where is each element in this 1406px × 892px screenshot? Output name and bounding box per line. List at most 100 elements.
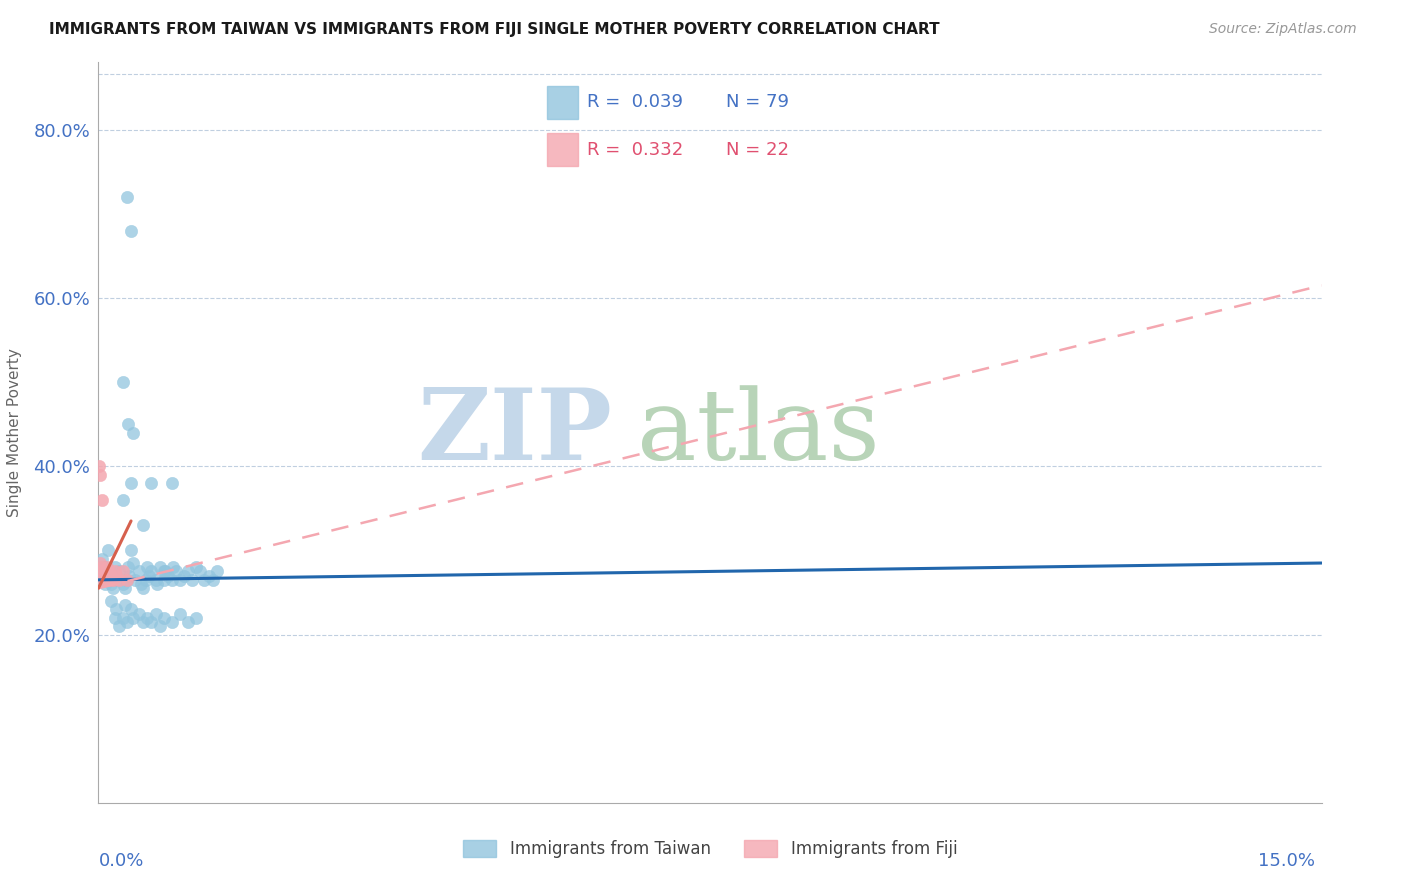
- Point: [177, 615, 200, 629]
- Point: [90, 565, 112, 579]
- Point: [132, 615, 155, 629]
- Point: [145, 573, 167, 587]
- Point: [89, 556, 111, 570]
- Point: [132, 518, 155, 533]
- Point: [89, 459, 111, 474]
- Point: [97, 573, 120, 587]
- Point: [146, 577, 169, 591]
- Point: [91, 551, 114, 566]
- Text: R =  0.332: R = 0.332: [586, 141, 683, 159]
- Point: [115, 190, 138, 204]
- Point: [129, 577, 152, 591]
- Y-axis label: Single Mother Poverty: Single Mother Poverty: [7, 348, 22, 517]
- Point: [205, 565, 228, 579]
- Point: [121, 610, 143, 624]
- Point: [138, 568, 160, 582]
- Point: [120, 602, 142, 616]
- Point: [169, 573, 191, 587]
- Point: [152, 565, 174, 579]
- Point: [120, 476, 142, 491]
- Point: [152, 610, 174, 624]
- Point: [156, 568, 179, 582]
- Point: [114, 598, 136, 612]
- Point: [100, 577, 122, 591]
- Point: [145, 607, 167, 621]
- Point: [104, 560, 127, 574]
- Point: [118, 568, 141, 582]
- Text: 0.0%: 0.0%: [98, 852, 143, 870]
- Point: [115, 615, 138, 629]
- Point: [91, 560, 114, 574]
- Point: [100, 594, 122, 608]
- Point: [101, 573, 124, 587]
- Point: [104, 610, 127, 624]
- Point: [94, 577, 117, 591]
- Point: [94, 573, 117, 587]
- Point: [160, 476, 183, 491]
- Point: [165, 565, 187, 579]
- Point: [117, 417, 139, 432]
- Point: [120, 543, 142, 558]
- Point: [181, 573, 204, 587]
- Text: ZIP: ZIP: [418, 384, 612, 481]
- Point: [197, 568, 219, 582]
- Point: [105, 568, 128, 582]
- Point: [108, 573, 131, 587]
- Point: [141, 476, 163, 491]
- Point: [97, 543, 120, 558]
- Point: [93, 568, 115, 582]
- Point: [114, 581, 136, 595]
- Point: [90, 568, 112, 582]
- Text: Source: ZipAtlas.com: Source: ZipAtlas.com: [1209, 22, 1357, 37]
- Point: [169, 607, 191, 621]
- Text: R =  0.039: R = 0.039: [586, 94, 683, 112]
- Point: [201, 573, 224, 587]
- FancyBboxPatch shape: [547, 87, 578, 119]
- Point: [149, 619, 172, 633]
- Point: [149, 560, 172, 574]
- Point: [162, 560, 184, 574]
- Point: [141, 615, 163, 629]
- Point: [120, 224, 142, 238]
- Point: [128, 607, 150, 621]
- Text: IMMIGRANTS FROM TAIWAN VS IMMIGRANTS FROM FIJI SINGLE MOTHER POVERTY CORRELATION: IMMIGRANTS FROM TAIWAN VS IMMIGRANTS FRO…: [49, 22, 939, 37]
- Point: [136, 610, 159, 624]
- Point: [96, 568, 118, 582]
- Text: 15.0%: 15.0%: [1257, 852, 1315, 870]
- Point: [117, 560, 139, 574]
- Point: [188, 565, 212, 579]
- Text: atlas: atlas: [637, 384, 879, 481]
- Point: [105, 602, 128, 616]
- Point: [96, 560, 118, 574]
- Text: N = 22: N = 22: [725, 141, 789, 159]
- Point: [89, 467, 111, 482]
- Point: [177, 565, 200, 579]
- Point: [108, 619, 131, 633]
- Legend: Immigrants from Taiwan, Immigrants from Fiji: Immigrants from Taiwan, Immigrants from …: [456, 833, 965, 865]
- Point: [105, 568, 128, 582]
- Point: [135, 573, 157, 587]
- Point: [173, 568, 195, 582]
- Point: [100, 573, 122, 587]
- Point: [93, 560, 115, 574]
- Point: [111, 577, 134, 591]
- Point: [91, 573, 114, 587]
- Point: [111, 565, 134, 579]
- Point: [101, 581, 124, 595]
- Text: N = 79: N = 79: [725, 94, 789, 112]
- Point: [155, 565, 177, 579]
- Point: [121, 425, 143, 440]
- Point: [124, 573, 146, 587]
- Point: [111, 375, 134, 389]
- Point: [108, 565, 131, 579]
- Point: [115, 573, 138, 587]
- Point: [94, 565, 117, 579]
- Point: [98, 565, 121, 579]
- Point: [90, 492, 112, 507]
- Point: [186, 560, 208, 574]
- Point: [105, 573, 128, 587]
- Point: [104, 565, 127, 579]
- Point: [96, 568, 118, 582]
- Point: [98, 565, 121, 579]
- Point: [111, 610, 134, 624]
